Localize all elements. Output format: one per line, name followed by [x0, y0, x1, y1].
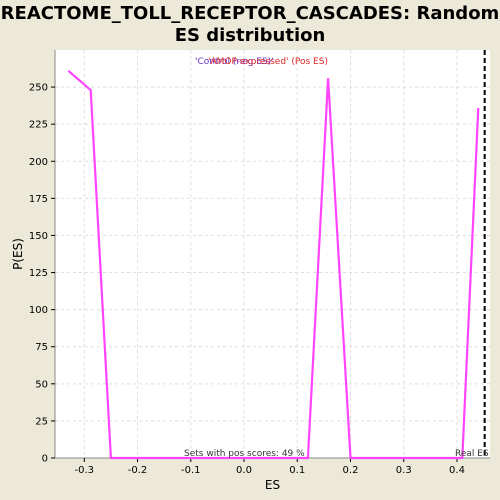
pos-scores-annotation: Sets with pos scores: 49 %: [184, 449, 305, 459]
legend-pos-es: 'AMOP-expressed' (Pos ES): [208, 57, 328, 67]
y-tick-label: 125: [29, 268, 48, 279]
x-tick-label: 0.0: [236, 465, 252, 476]
y-tick-label: 25: [35, 416, 48, 427]
y-tick-label: 150: [29, 231, 48, 242]
x-axis-label: ES: [265, 478, 280, 492]
x-tick-label: 0.2: [343, 465, 359, 476]
x-tick-label: -0.3: [75, 465, 95, 476]
y-tick-label: 75: [35, 342, 48, 353]
x-tick-label: 0.1: [289, 465, 305, 476]
grid: [55, 50, 490, 459]
plot-area: [55, 50, 490, 458]
x-tick-label: -0.1: [181, 465, 201, 476]
y-axis-ticks: 0 25 50 75 100 125 150 175 200 225 250: [29, 83, 55, 465]
x-tick-label: -0.2: [128, 465, 148, 476]
legend-neg-es: 'Control (neg ES)': [195, 57, 274, 67]
y-tick-label: 200: [29, 157, 48, 168]
y-tick-label: 175: [29, 194, 48, 205]
series-line: [67, 69, 480, 460]
real-es-label: Real ES: [455, 449, 489, 459]
y-tick-label: 100: [29, 305, 48, 316]
x-tick-label: 0.3: [396, 465, 412, 476]
y-axis-label: P(ES): [11, 238, 25, 270]
y-tick-label: 225: [29, 120, 48, 131]
y-tick-label: 0: [42, 454, 48, 465]
y-tick-label: 250: [29, 83, 48, 94]
x-tick-label: 0.4: [449, 465, 465, 476]
chart-title-line-1: REACTOME_TOLL_RECEPTOR_CASCADES: Random: [0, 3, 500, 24]
y-tick-label: 50: [35, 379, 48, 390]
chart-title-line-2: ES distribution: [174, 25, 326, 46]
x-axis-ticks: -0.3 -0.2 -0.1 0.0 0.1 0.2 0.3 0.4: [75, 458, 465, 476]
